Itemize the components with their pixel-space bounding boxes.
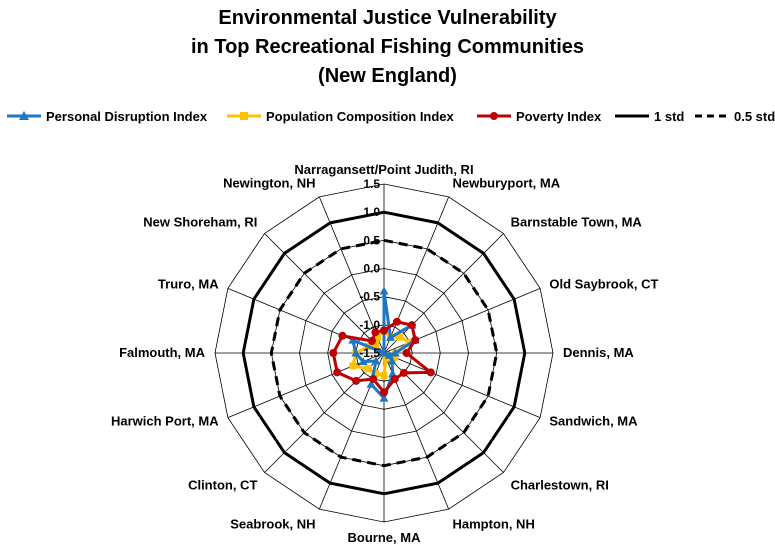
legend-label-population-composition: Population Composition Index (266, 108, 454, 124)
tick-label-1-0: -1.0 (359, 318, 380, 332)
tick-label-0-0: 0.0 (363, 262, 380, 276)
category-label-sandwich-ma: Sandwich, MA (549, 414, 638, 429)
category-label-charlestown-ri: Charlestown, RI (511, 478, 609, 493)
series-line-0-5-std (269, 238, 499, 468)
data-point-population-composition-index-new-shoreham-ri (372, 341, 380, 349)
data-point-personal-disruption-index-newington-nh (379, 348, 389, 357)
data-point-poverty-index-seabrook-nh (369, 375, 378, 383)
data-point-poverty-index-bourne-ma (380, 388, 388, 397)
tick-label-1-5: -1.5 (359, 346, 380, 360)
legend-label-poverty: Poverty Index (516, 108, 602, 124)
tick-label-0-5: 0.5 (363, 233, 380, 247)
gridline (214, 183, 554, 523)
category-label-truro-ma: Truro, MA (158, 277, 219, 292)
data-point-poverty-index-old-saybrook-ct (411, 336, 420, 345)
data-point-poverty-index-dennis-ma (402, 349, 411, 357)
data-point-population-composition-index-harwich-port-ma (349, 362, 357, 370)
tick-label-0-5: -0.5 (359, 290, 380, 304)
legend-item-0-5-std: 0.5 std (694, 106, 775, 126)
data-point-personal-disruption-index-truro-ma (348, 335, 358, 344)
data-point-population-composition-index-barnstable-town-ma (396, 333, 404, 341)
legend-swatch-poverty (477, 112, 511, 120)
legend-item-poverty: Poverty Index (476, 106, 601, 126)
data-point-personal-disruption-index-narragansett-point-judith-ri (379, 286, 389, 295)
data-point-population-composition-index-clinton-ct (364, 365, 372, 373)
data-point-personal-disruption-index-clinton-ct (371, 356, 381, 365)
data-point-population-composition-index-sandwich-ma (390, 353, 398, 361)
chart-title-line-1: Environmental Justice Vulnerability (218, 7, 557, 29)
category-label-dennis-ma: Dennis, MA (563, 345, 634, 360)
data-point-population-composition-index-newington-nh (374, 333, 381, 341)
category-label-falmouth-ma: Falmouth, MA (119, 345, 206, 360)
category-label-harwich-port-ma: Harwich Port, MA (111, 414, 219, 429)
data-point-poverty-index-new-shoreham-ri (368, 337, 376, 345)
series-line-1-std (241, 210, 527, 496)
data-point-poverty-index-sandwich-ma (426, 368, 435, 377)
gridline (299, 268, 469, 438)
data-point-poverty-index-truro-ma (338, 331, 347, 340)
legend-label-1-std: 1 std (654, 108, 685, 124)
category-label-old-saybrook-ct: Old Saybrook, CT (549, 277, 658, 292)
category-label-seabrook-nh: Seabrook, NH (230, 516, 315, 531)
category-label-narragansett-point-judith-ri: Narragansett/Point Judith, RI (294, 162, 473, 177)
legend-swatch-personal-disruption (7, 111, 41, 120)
category-label-clinton-ct: Clinton, CT (188, 478, 257, 493)
data-point-poverty-index-falmouth-ma (329, 349, 338, 357)
legend-swatch-1-std (615, 114, 649, 118)
data-point-population-composition-index-seabrook-nh (371, 370, 379, 378)
data-point-poverty-index-narragansett-point-judith-ri (380, 326, 388, 335)
data-point-personal-disruption-index-bourne-ma (379, 393, 389, 402)
legend-item-1-std: 1 std (614, 106, 684, 126)
legend-label-personal-disruption: Personal Disruption Index (46, 108, 208, 124)
data-point-personal-disruption-index-falmouth-ma (351, 348, 361, 357)
legend-swatch-0-5-std (695, 114, 729, 118)
data-point-poverty-index-harwich-port-ma (333, 368, 342, 377)
data-point-poverty-index-hampton-nh (390, 375, 399, 383)
chart-title-line-2: in Top Recreational Fishing Communities (191, 36, 584, 58)
chart-title: Environmental Justice Vulnerability in T… (0, 4, 775, 91)
legend-label-0-5-std: 0.5 std (734, 108, 775, 124)
chart-legend: Personal Disruption Index Population Com… (0, 106, 775, 126)
data-point-poverty-index-barnstable-town-ma (407, 321, 416, 330)
data-point-personal-disruption-index-dennis-ma (390, 348, 400, 357)
category-label-newburyport-ma: Newburyport, MA (453, 176, 561, 191)
tick-label-1-0: 1.0 (363, 205, 380, 219)
data-point-poverty-index-charlestown-ri (399, 368, 408, 377)
tick-label-1-5: 1.5 (363, 177, 380, 191)
data-point-poverty-index-newington-nh (371, 328, 380, 337)
data-point-personal-disruption-index-sandwich-ma (384, 350, 394, 359)
data-point-population-composition-index-bourne-ma (380, 372, 388, 379)
category-label-newington-nh: Newington, NH (223, 176, 315, 191)
data-point-personal-disruption-index-newburyport-ma (386, 332, 395, 341)
legend-swatch-population-composition (227, 112, 261, 120)
data-point-personal-disruption-index-charlestown-ri (387, 356, 397, 365)
gridline (327, 296, 441, 410)
data-point-personal-disruption-index-seabrook-nh (366, 379, 376, 388)
category-label-barnstable-town-ma: Barnstable Town, MA (511, 214, 643, 229)
category-label-bourne-ma: Bourne, MA (348, 530, 422, 545)
data-point-poverty-index-newburyport-ma (392, 317, 401, 326)
legend-item-population-composition: Population Composition Index (226, 106, 454, 126)
chart-title-line-3: (New England) (318, 65, 457, 87)
category-label-new-shoreham-ri: New Shoreham, RI (143, 214, 257, 229)
data-point-poverty-index-clinton-ct (352, 376, 361, 385)
category-label-hampton-nh: Hampton, NH (453, 516, 535, 531)
data-point-personal-disruption-index-harwich-port-ma (358, 357, 368, 366)
legend-item-personal-disruption: Personal Disruption Index (6, 106, 207, 126)
